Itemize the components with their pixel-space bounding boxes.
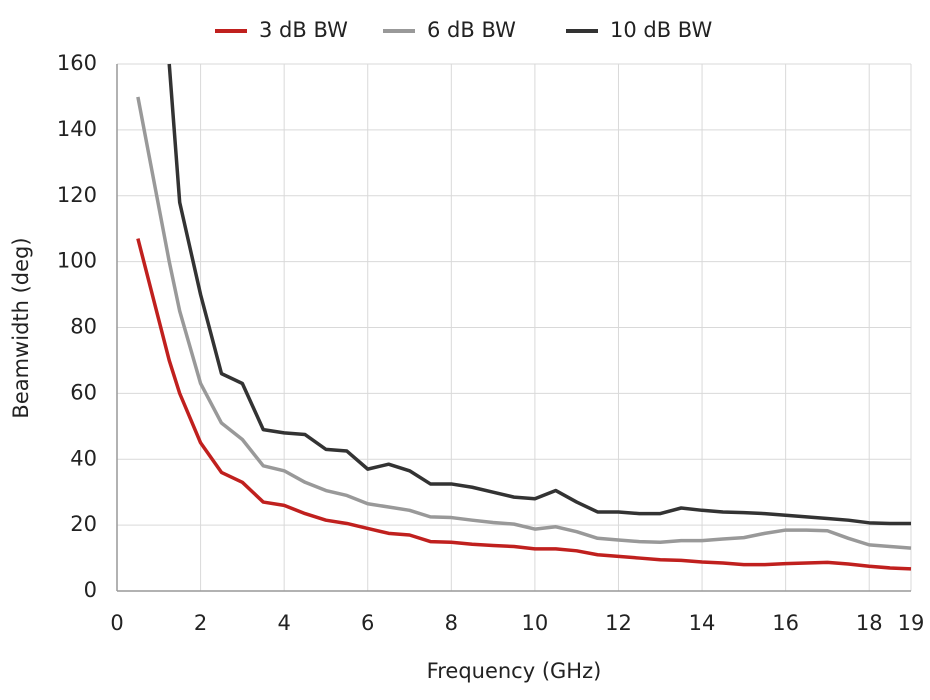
x-tick-label: 18	[856, 611, 883, 635]
x-tick-label: 12	[605, 611, 632, 635]
y-tick-label: 140	[57, 117, 97, 141]
y-axis-label: Beamwidth (deg)	[9, 237, 33, 418]
y-tick-label: 120	[57, 183, 97, 207]
legend-label: 3 dB BW	[259, 18, 348, 42]
series-line	[136, 96, 912, 550]
series-line	[136, 238, 912, 571]
x-tick-label: 14	[689, 611, 716, 635]
y-tick-label: 60	[70, 380, 97, 404]
y-tick-label: 20	[70, 512, 97, 536]
y-tick-label: 80	[70, 315, 97, 339]
x-tick-label: 0	[110, 611, 123, 635]
legend-label: 6 dB BW	[427, 18, 516, 42]
legend-label: 10 dB BW	[610, 18, 712, 42]
series-line	[167, 63, 911, 526]
y-tick-label: 160	[57, 51, 97, 75]
x-tick-label: 19	[898, 611, 925, 635]
y-tick-label: 100	[57, 249, 97, 273]
x-tick-label: 10	[522, 611, 549, 635]
x-tick-label: 4	[277, 611, 290, 635]
y-tick-label: 40	[70, 446, 97, 470]
x-tick-label: 2	[194, 611, 207, 635]
x-tick-label: 16	[772, 611, 799, 635]
x-tick-label: 6	[361, 611, 374, 635]
x-axis-label: Frequency (GHz)	[427, 659, 602, 683]
x-tick-label: 8	[445, 611, 458, 635]
y-tick-label: 0	[84, 578, 97, 602]
